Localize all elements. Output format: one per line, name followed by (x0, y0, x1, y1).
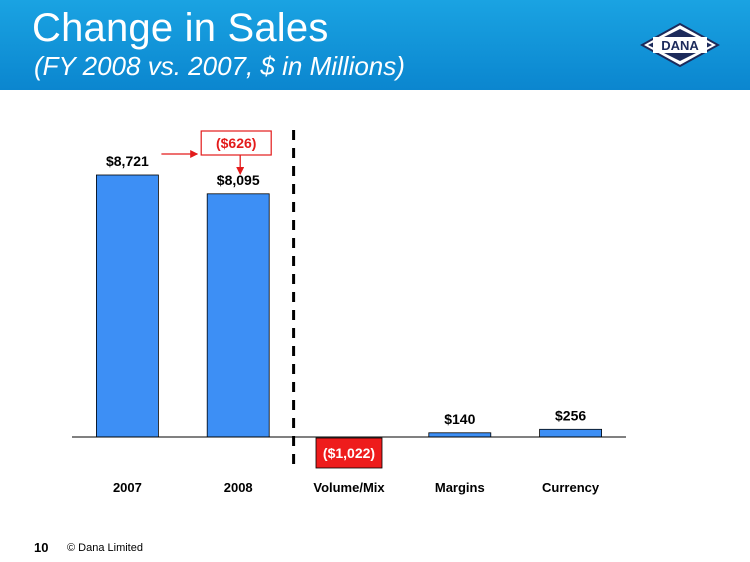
bar-margins (428, 432, 492, 438)
x-tick-label-currency: Currency (542, 480, 600, 495)
x-tick-label-volume-mix: Volume/Mix (313, 480, 385, 495)
bar-volume-mix (315, 437, 383, 469)
page-title: Change in Sales (32, 6, 329, 50)
dana-logo: DANA (640, 22, 720, 68)
value-label-margins: $140 (444, 411, 475, 427)
x-tick-label-2008: 2008 (224, 480, 253, 495)
page-subtitle: (FY 2008 vs. 2007, $ in Millions) (34, 51, 405, 81)
x-tick-label-2007: 2007 (113, 480, 142, 495)
value-label-currency: $256 (555, 407, 586, 423)
change-annotation-label: ($626) (216, 135, 256, 151)
bar-2008 (206, 193, 270, 438)
bar-2007 (96, 174, 159, 438)
copyright-text: © Dana Limited (67, 542, 143, 554)
logo-text: DANA (661, 38, 699, 53)
change-annotation-box (200, 130, 272, 156)
x-tick-label-margins: Margins (435, 480, 485, 495)
value-label-2008: $8,095 (217, 172, 260, 188)
value-label-2007: $8,721 (106, 153, 149, 169)
value-label-volume-mix: ($1,022) (323, 445, 375, 461)
sales-bridge-chart: 2007 $8,721 2008 $8,095 Volume/Mix ($1,022) Ma… (72, 130, 626, 495)
title-banner: Change in Sales (FY 2008 vs. 2007, $ in … (0, 0, 750, 90)
page-number: 10 (34, 540, 49, 555)
bar-currency (539, 428, 602, 438)
